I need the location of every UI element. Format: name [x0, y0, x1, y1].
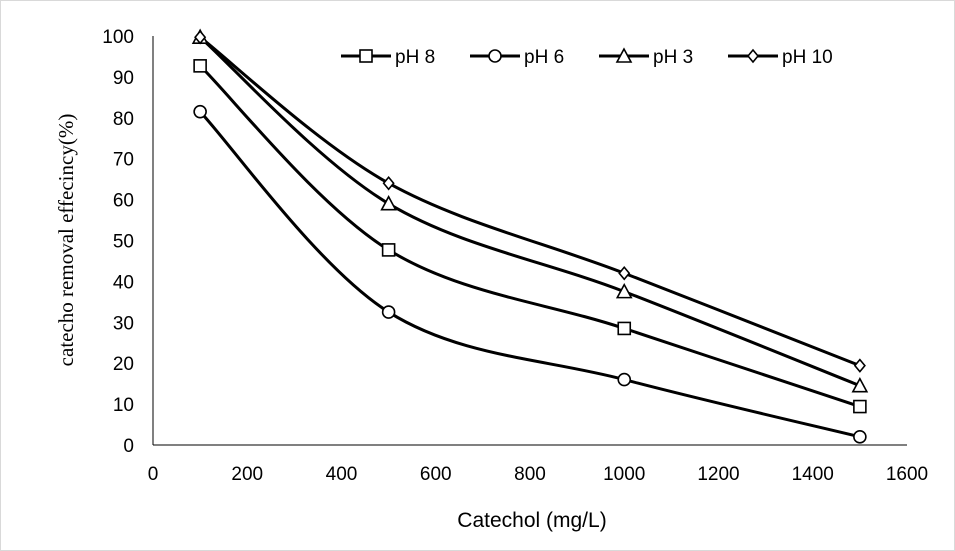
data-point-ph-10 — [853, 358, 866, 373]
y-tick-label: 20 — [113, 354, 134, 375]
data-point-ph-8 — [381, 243, 396, 257]
legend-marker — [746, 48, 760, 64]
legend-label: pH 3 — [653, 47, 693, 68]
legend-marker — [488, 49, 502, 63]
y-tick-label: 40 — [113, 272, 134, 293]
series-markers — [191, 28, 869, 444]
data-point-ph-10 — [382, 175, 395, 191]
legend-label: pH 6 — [524, 47, 564, 68]
legend-marker — [615, 47, 633, 63]
y-tick-label: 70 — [113, 150, 134, 171]
x-axis-label: Catechol (mg/L) — [457, 509, 606, 532]
y-tick-label: 0 — [123, 436, 134, 457]
data-point-ph-6 — [617, 372, 632, 387]
series-line-ph-6 — [199, 110, 861, 439]
axes — [152, 36, 907, 446]
data-point-ph-3 — [380, 195, 397, 211]
data-point-ph-10 — [194, 29, 207, 45]
x-tick-label: 1600 — [886, 464, 928, 485]
y-tick-label: 100 — [102, 27, 134, 48]
series-line-ph-10 — [199, 36, 861, 368]
x-tick-label: 400 — [326, 464, 358, 485]
x-tick-label: 1400 — [792, 464, 834, 485]
legend-label: pH 10 — [782, 47, 833, 68]
data-point-ph-6 — [381, 305, 396, 319]
y-tick-label: 50 — [113, 232, 134, 253]
tick-labels: 0 200 400 600 800 1000 1200 1400 1600 0 10 20 30 40 50… — [102, 27, 928, 485]
x-tick-label: 0 — [148, 464, 159, 485]
legend-item-ph-3: pH 3 — [599, 47, 693, 68]
legend-item-ph-10: pH 10 — [728, 47, 833, 68]
data-point-ph-8 — [617, 321, 632, 336]
x-tick-label: 800 — [514, 464, 546, 485]
y-tick-label: 30 — [113, 313, 134, 334]
data-point-ph-3 — [615, 282, 633, 299]
data-point-ph-6 — [193, 104, 207, 119]
data-point-ph-3 — [851, 377, 869, 393]
series-line-ph-8 — [199, 64, 861, 408]
x-tick-label: 200 — [231, 464, 263, 485]
legend-item-ph-8: pH 8 — [341, 47, 435, 68]
y-tick-label: 60 — [113, 191, 134, 212]
y-tick-label: 80 — [113, 109, 134, 130]
legend-marker — [359, 49, 373, 63]
data-point-ph-8 — [193, 59, 207, 73]
legend: pH 8 pH 6 pH 3 pH 10 — [341, 47, 833, 68]
legend-item-ph-6: pH 6 — [470, 47, 564, 68]
x-tick-label: 1200 — [697, 464, 739, 485]
data-point-ph-6 — [853, 430, 867, 444]
data-point-ph-10 — [618, 265, 631, 281]
y-tick-label: 10 — [113, 395, 134, 416]
x-tick-label: 1000 — [603, 464, 645, 485]
y-axis-label: catecho removal effecincy(%) — [54, 114, 78, 367]
legend-label: pH 8 — [395, 47, 435, 68]
data-point-ph-8 — [853, 399, 867, 414]
series-lines — [199, 36, 861, 439]
y-tick-label: 90 — [113, 68, 134, 89]
series-line-ph-3 — [199, 36, 861, 388]
x-tick-label: 600 — [420, 464, 452, 485]
